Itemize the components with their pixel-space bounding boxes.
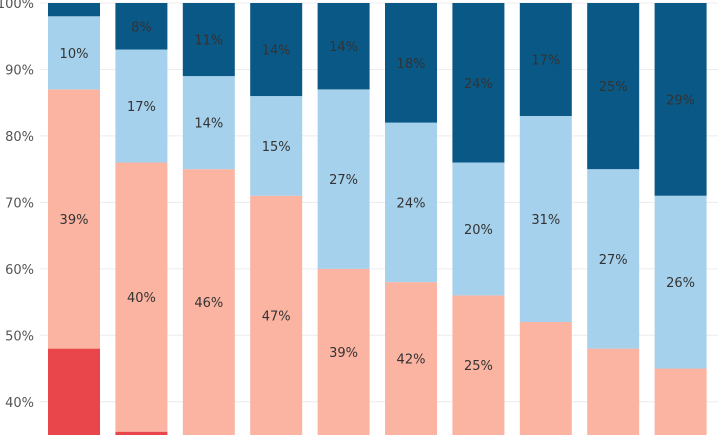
bar-segment (385, 282, 437, 435)
bar-segment (654, 3, 707, 196)
data-label: 31% (531, 213, 560, 228)
data-label: 24% (397, 196, 426, 211)
data-label: 18% (397, 57, 426, 72)
data-label: 29% (666, 93, 695, 108)
y-tick-label: 90% (5, 63, 34, 78)
bar-segment (519, 322, 572, 435)
y-tick-label: 80% (5, 130, 34, 145)
data-label: 27% (599, 253, 628, 268)
bar-segment (317, 89, 370, 269)
bar-segment (48, 3, 100, 17)
data-labels: 39% 10% 40% 17% 8% 46% 14% 11% 47% 15% 14% 39% 27% 14… (60, 20, 696, 374)
bar-segment (250, 3, 303, 97)
data-label: 17% (127, 100, 156, 115)
bar-segment (519, 115, 572, 323)
bar-segment (317, 3, 370, 90)
bar-segment (654, 195, 707, 369)
bar-segment (587, 348, 640, 435)
bar-segment (48, 16, 100, 90)
bar-segment (115, 49, 168, 163)
data-label: 14% (329, 40, 358, 55)
y-tick-label: 40% (5, 396, 34, 411)
bar-segment (385, 3, 437, 123)
bar-segment (115, 162, 168, 432)
bar-segment (452, 295, 505, 435)
bar-segment (115, 431, 168, 435)
bar-segment (317, 268, 370, 435)
bar-segment (48, 89, 100, 349)
data-label: 47% (262, 309, 291, 324)
y-tick-label: 50% (5, 329, 34, 344)
bar-segment (115, 3, 168, 50)
data-label: 39% (60, 213, 89, 228)
y-tick-label: 70% (5, 196, 34, 211)
data-label: 11% (194, 34, 223, 49)
bar-segment (587, 169, 640, 349)
bar-segment (48, 348, 100, 435)
bar-segment (519, 3, 572, 116)
data-label: 40% (127, 291, 156, 306)
y-axis-ticks: 40% 50% 60% 70% 80% 90% 100% (0, 0, 34, 411)
data-label: 15% (262, 140, 291, 155)
y-tick-label: 100% (0, 0, 34, 12)
data-label: 24% (464, 77, 493, 92)
data-label: 42% (397, 353, 426, 368)
data-label: 27% (329, 173, 358, 188)
bar-segment (452, 3, 505, 163)
bar-segment (385, 122, 437, 283)
bar-segment (182, 169, 235, 435)
bar-segment (654, 368, 707, 435)
data-label: 46% (194, 296, 223, 311)
bar-segment (452, 162, 505, 296)
y-tick-label: 60% (5, 263, 34, 278)
bar-segment (250, 96, 303, 196)
bars (48, 3, 707, 435)
bar-segment (587, 3, 640, 170)
bar-segment (182, 76, 235, 170)
data-label: 25% (599, 80, 628, 95)
data-label: 14% (262, 44, 291, 59)
bar-segment (182, 3, 235, 77)
data-label: 17% (531, 53, 560, 68)
data-label: 20% (464, 223, 493, 238)
data-label: 26% (666, 276, 695, 291)
data-label: 10% (60, 47, 89, 62)
data-label: 25% (464, 359, 493, 374)
data-label: 14% (194, 117, 223, 132)
data-label: 39% (329, 346, 358, 361)
data-label: 8% (131, 20, 152, 35)
bar-segment (250, 195, 303, 435)
